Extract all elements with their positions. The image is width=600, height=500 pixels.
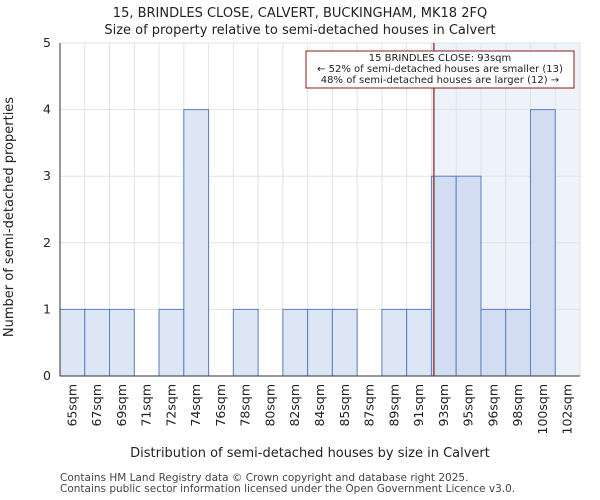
y-tick-label: 1 bbox=[43, 301, 51, 316]
bars bbox=[59, 109, 556, 377]
bar-72sqm bbox=[158, 308, 185, 377]
x-tick-label: 69sqm bbox=[114, 384, 129, 427]
bar-84sqm bbox=[307, 308, 333, 377]
bar-95sqm bbox=[455, 175, 482, 377]
x-tick-label: 78sqm bbox=[238, 384, 253, 427]
x-tick-label: 67sqm bbox=[89, 384, 104, 427]
bar-91sqm bbox=[406, 308, 432, 377]
x-tick-label: 72sqm bbox=[163, 384, 178, 427]
y-tick-label: 2 bbox=[43, 235, 51, 250]
x-tick-label: 76sqm bbox=[213, 384, 228, 427]
x-tick-label: 102sqm bbox=[560, 384, 575, 434]
bar-67sqm bbox=[84, 308, 111, 377]
x-tick-label: 65sqm bbox=[64, 384, 79, 427]
x-tick-label: 80sqm bbox=[262, 384, 277, 427]
annotation-line-1: 15 BRINDLES CLOSE: 93sqm bbox=[369, 53, 512, 64]
footer-line-1: Contains HM Land Registry data © Crown c… bbox=[60, 472, 469, 484]
bar-98sqm bbox=[505, 308, 531, 377]
chart-title: 15, BRINDLES CLOSE, CALVERT, BUCKINGHAM,… bbox=[113, 6, 487, 21]
y-tick-label: 5 bbox=[43, 35, 51, 50]
bar-85sqm bbox=[331, 308, 358, 377]
x-axis-label: Distribution of semi-detached houses by … bbox=[130, 446, 490, 461]
annotation-border bbox=[305, 50, 575, 89]
x-tick-label: 93sqm bbox=[436, 384, 451, 427]
annotation-box: 15 BRINDLES CLOSE: 93sqm ← 52% of semi-d… bbox=[305, 50, 575, 89]
x-tick-label: 89sqm bbox=[386, 384, 401, 427]
x-tick-label: 85sqm bbox=[337, 384, 352, 427]
bar-100sqm bbox=[529, 109, 556, 377]
x-tick-label: 82sqm bbox=[287, 384, 302, 427]
bar-78sqm bbox=[232, 308, 259, 377]
bar-96sqm bbox=[480, 308, 507, 377]
bar-89sqm bbox=[381, 308, 408, 377]
x-tick-label: 71sqm bbox=[139, 384, 154, 427]
bar-69sqm bbox=[109, 308, 135, 377]
chart-subtitle: Size of property relative to semi-detach… bbox=[104, 23, 495, 38]
x-tick-label: 96sqm bbox=[485, 384, 500, 427]
x-tick-labels: 65sqm 67sqm 69sqm 71sqm 72sqm 74sqm 76sqm 78sqm… bbox=[64, 384, 574, 434]
bar-82sqm bbox=[282, 308, 309, 377]
bar-93sqm bbox=[430, 175, 457, 377]
x-tick-label: 87sqm bbox=[362, 384, 377, 427]
x-tick-label: 100sqm bbox=[535, 384, 550, 434]
annotation-line-3: 48% of semi-detached houses are larger (… bbox=[321, 75, 559, 86]
x-tick-label: 74sqm bbox=[188, 384, 203, 427]
y-tick-labels: 0 1 2 3 4 5 bbox=[43, 35, 51, 383]
footer: Contains HM Land Registry data © Crown c… bbox=[60, 473, 515, 495]
annotation-line-2: ← 52% of semi-detached houses are smalle… bbox=[317, 64, 563, 75]
y-tick-label: 4 bbox=[43, 102, 51, 117]
y-axis-label: Number of semi-detached properties bbox=[2, 97, 17, 337]
x-tick-label: 91sqm bbox=[411, 384, 426, 427]
y-tick-label: 0 bbox=[43, 368, 51, 383]
x-tick-label: 95sqm bbox=[461, 384, 476, 427]
y-tick-label: 3 bbox=[43, 168, 51, 183]
x-tick-label: 98sqm bbox=[510, 384, 525, 427]
bar-65sqm bbox=[59, 308, 86, 377]
footer-line-2: Contains public sector information licen… bbox=[60, 483, 516, 495]
x-tick-label: 84sqm bbox=[312, 384, 327, 427]
bar-74sqm bbox=[183, 109, 210, 377]
